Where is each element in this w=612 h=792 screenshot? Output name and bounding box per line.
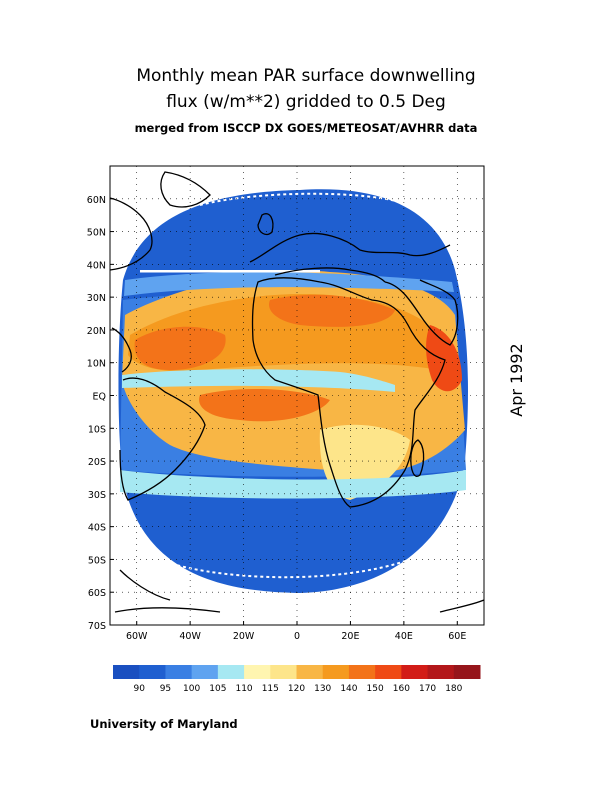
colorbar-label: 130 — [314, 684, 331, 694]
date-label: Apr 1992 — [507, 343, 526, 417]
coast-antarctica — [114, 599, 484, 613]
coast-arabia — [384, 279, 459, 346]
lat-label: 20S — [88, 457, 106, 468]
coast-british-isles — [257, 213, 274, 236]
lon-label: 60E — [448, 631, 466, 642]
lon-label: 60W — [126, 631, 148, 642]
coast-south-america — [119, 377, 206, 501]
scan-edge-south — [159, 544, 441, 579]
lat-label: 10N — [87, 359, 106, 370]
lat-label: 70S — [88, 621, 106, 632]
lat-label: EQ — [93, 392, 106, 403]
lon-labels: 60W 40W 20W 0 20E 40E 60E — [126, 631, 466, 642]
hot-patch-east — [426, 325, 462, 392]
north-cool — [124, 272, 454, 296]
coast-africa — [251, 277, 446, 508]
lat-labels: 60N 50N 40N 30N 20N 10N EQ 10S 20S 30S 40S 50S 60S 70… — [87, 195, 106, 632]
coast-madagascar — [410, 439, 425, 477]
hot-patch-atlantic — [199, 388, 330, 422]
colorbar: 90 95 100 105 110 115 120 130 140 150 160 170 180 — [113, 665, 481, 694]
coast-north-america — [110, 197, 153, 271]
lat-label: 30S — [88, 490, 106, 501]
lat-label: 30N — [87, 293, 106, 304]
colorbar-swatch — [113, 665, 140, 679]
coast-south-tip-americas — [119, 569, 171, 601]
coast-greenland — [160, 171, 211, 208]
south-band-light — [120, 470, 466, 499]
itcz-band — [122, 369, 395, 392]
lon-label: 20E — [341, 631, 359, 642]
map-field — [110, 171, 484, 613]
colorbar-label: 140 — [340, 684, 357, 694]
coast-mediterranean — [274, 267, 386, 283]
colorbar-swatch — [375, 665, 402, 679]
colorbar-swatch — [427, 665, 455, 679]
colorbar-label: 95 — [160, 684, 171, 694]
scan-edge-north — [199, 192, 411, 206]
coast-central-america — [111, 327, 132, 373]
lat-label: 50N — [87, 228, 106, 239]
colorbar-label: 90 — [133, 684, 145, 694]
colorbar-label: 105 — [209, 684, 226, 694]
colorbar-swatch — [296, 665, 324, 679]
colorbar-swatch — [270, 665, 297, 679]
colorbar-swatch — [322, 665, 350, 679]
coastlines — [110, 171, 484, 613]
footer-credit: University of Maryland — [90, 717, 238, 731]
colorbar-swatch — [348, 665, 376, 679]
lon-label: 40E — [395, 631, 413, 642]
colorbar-label: 170 — [419, 684, 436, 694]
lat-label: 50S — [88, 555, 106, 566]
colorbar-label: 160 — [393, 684, 410, 694]
chart-subtitle: merged from ISCCP DX GOES/METEOSAT/AVHRR… — [134, 121, 478, 135]
lat-label: 60S — [88, 588, 106, 599]
hot-patch-west — [134, 326, 226, 370]
colorbar-label: 115 — [262, 684, 279, 694]
missing-data-stripe — [140, 270, 320, 273]
colorbar-label: 150 — [367, 684, 384, 694]
lat-label: 40S — [88, 523, 106, 534]
coast-europe — [249, 232, 451, 263]
colorbar-swatch — [191, 665, 219, 679]
graticule — [110, 166, 484, 626]
colorbar-swatch — [401, 665, 429, 679]
lon-label: 20W — [233, 631, 255, 642]
chart-title-line2: flux (w/m**2) gridded to 0.5 Deg — [166, 92, 446, 112]
colorbar-label: 180 — [445, 684, 462, 694]
colorbar-swatch — [217, 665, 245, 679]
chart-title: Monthly mean PAR surface downwelling — [136, 66, 476, 86]
colorbar-label: 120 — [288, 684, 305, 694]
colorbar-swatch — [244, 665, 271, 679]
lat-label: 60N — [87, 195, 106, 206]
lon-label: 0 — [294, 631, 300, 642]
colorbar-swatch — [453, 665, 481, 679]
lat-label: 10S — [88, 424, 106, 435]
colorbar-label: 110 — [235, 684, 252, 694]
lat-label: 20N — [87, 326, 106, 337]
colorbar-swatch — [165, 665, 193, 679]
lon-label: 40W — [179, 631, 201, 642]
lat-label: 40N — [87, 260, 106, 271]
colorbar-swatch — [139, 665, 166, 679]
map-frame — [109, 165, 485, 626]
colorbar-label: 100 — [183, 684, 200, 694]
hot-patch-sahara — [269, 294, 395, 327]
